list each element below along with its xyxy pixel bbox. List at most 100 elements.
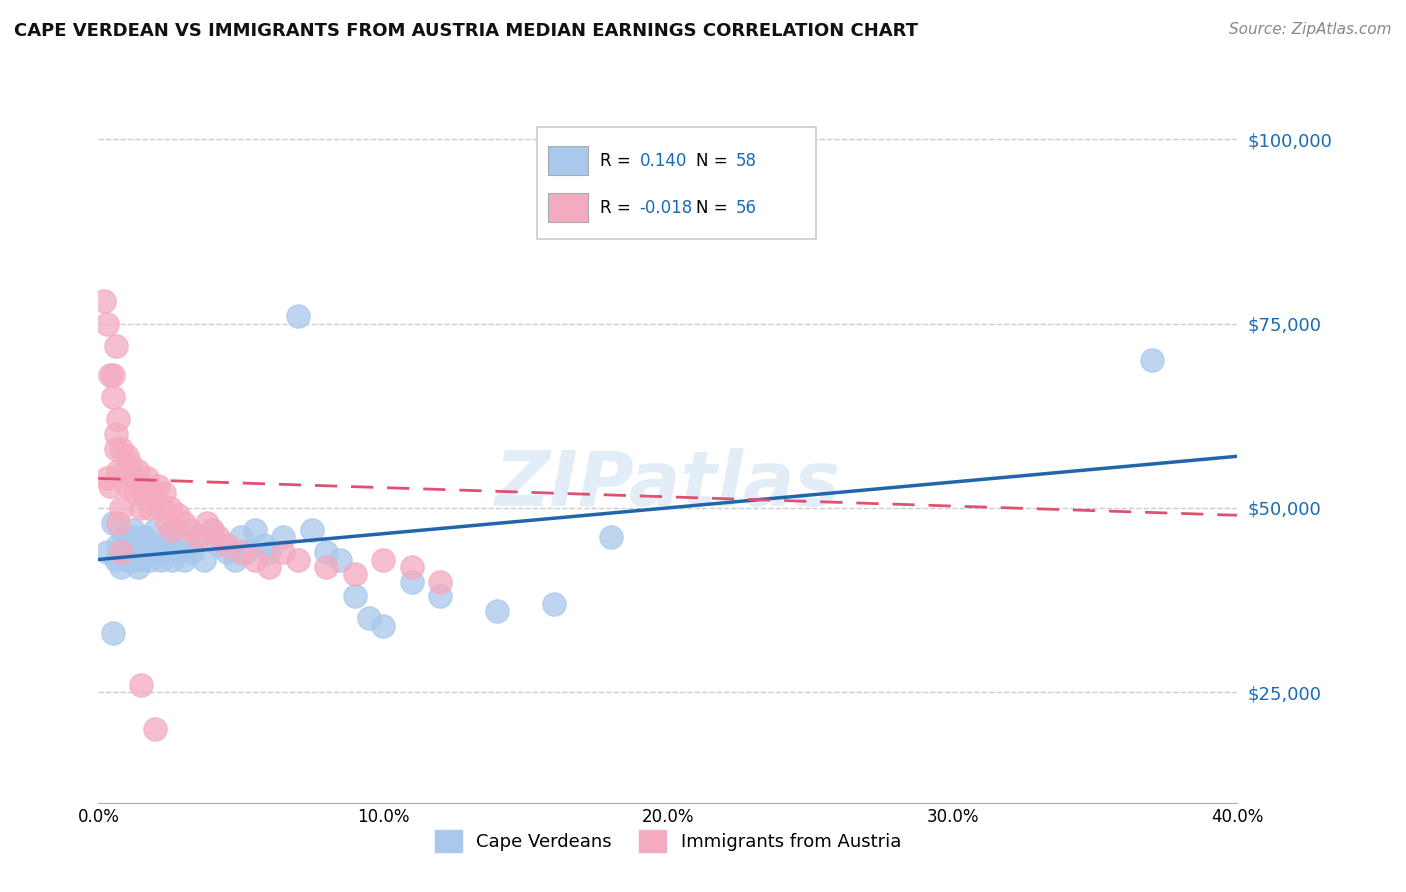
- Point: [229, 545, 252, 559]
- Point: [259, 560, 281, 574]
- Point: [153, 486, 176, 500]
- Point: [132, 530, 155, 544]
- Point: [156, 545, 179, 559]
- Text: -0.018: -0.018: [640, 199, 693, 217]
- Point: [165, 523, 187, 537]
- Text: 0.140: 0.140: [640, 152, 686, 169]
- Point: [301, 523, 323, 537]
- Point: [101, 368, 124, 383]
- Point: [104, 552, 127, 566]
- Point: [195, 516, 218, 530]
- Text: N =: N =: [696, 199, 733, 217]
- Point: [104, 339, 127, 353]
- Point: [173, 516, 195, 530]
- Point: [273, 545, 295, 559]
- Point: [110, 442, 132, 456]
- Point: [201, 523, 224, 537]
- Legend: Cape Verdeans, Immigrants from Austria: Cape Verdeans, Immigrants from Austria: [427, 822, 908, 859]
- Point: [110, 500, 132, 515]
- Point: [93, 294, 115, 309]
- Point: [132, 486, 155, 500]
- Point: [101, 390, 124, 404]
- Point: [373, 619, 395, 633]
- Point: [107, 516, 129, 530]
- Point: [193, 552, 215, 566]
- Point: [162, 552, 184, 566]
- Point: [315, 545, 337, 559]
- Point: [135, 471, 157, 485]
- Point: [215, 538, 238, 552]
- Point: [107, 412, 129, 426]
- Point: [118, 545, 141, 559]
- Point: [115, 479, 138, 493]
- Point: [600, 530, 623, 544]
- Point: [401, 574, 423, 589]
- Point: [127, 464, 149, 478]
- Point: [145, 523, 167, 537]
- Point: [124, 530, 146, 544]
- Point: [207, 538, 229, 552]
- Point: [148, 479, 170, 493]
- Point: [145, 493, 167, 508]
- Point: [121, 471, 143, 485]
- Point: [1140, 353, 1163, 368]
- Point: [373, 552, 395, 566]
- Point: [112, 530, 135, 544]
- Point: [315, 560, 337, 574]
- Point: [138, 552, 160, 566]
- Point: [135, 545, 157, 559]
- Point: [141, 538, 163, 552]
- Point: [124, 486, 146, 500]
- Point: [162, 523, 184, 537]
- Point: [179, 538, 201, 552]
- Point: [401, 560, 423, 574]
- Point: [243, 552, 266, 566]
- Point: [243, 523, 266, 537]
- Text: R =: R =: [599, 199, 636, 217]
- Point: [101, 626, 124, 640]
- Point: [96, 317, 118, 331]
- Point: [115, 538, 138, 552]
- Point: [156, 516, 179, 530]
- Point: [96, 545, 118, 559]
- Text: CAPE VERDEAN VS IMMIGRANTS FROM AUSTRIA MEDIAN EARNINGS CORRELATION CHART: CAPE VERDEAN VS IMMIGRANTS FROM AUSTRIA …: [14, 22, 918, 40]
- Point: [138, 500, 160, 515]
- Point: [145, 722, 167, 736]
- Point: [343, 590, 366, 604]
- Point: [110, 560, 132, 574]
- Point: [107, 464, 129, 478]
- Point: [229, 530, 252, 544]
- Point: [429, 574, 451, 589]
- Point: [112, 464, 135, 478]
- Point: [129, 552, 152, 566]
- Point: [104, 427, 127, 442]
- Point: [153, 538, 176, 552]
- Point: [259, 545, 281, 559]
- Point: [343, 567, 366, 582]
- Point: [110, 545, 132, 559]
- Point: [107, 538, 129, 552]
- Point: [98, 479, 121, 493]
- Point: [104, 442, 127, 456]
- Point: [187, 530, 209, 544]
- Point: [150, 552, 173, 566]
- Point: [96, 471, 118, 485]
- Point: [287, 552, 309, 566]
- Point: [121, 523, 143, 537]
- FancyBboxPatch shape: [537, 128, 815, 239]
- Point: [215, 545, 238, 559]
- Point: [127, 560, 149, 574]
- Point: [486, 604, 509, 618]
- Point: [201, 523, 224, 537]
- Point: [129, 678, 152, 692]
- Text: Source: ZipAtlas.com: Source: ZipAtlas.com: [1229, 22, 1392, 37]
- Point: [287, 309, 309, 323]
- Point: [179, 523, 201, 537]
- Point: [118, 457, 141, 471]
- Text: N =: N =: [696, 152, 733, 169]
- Point: [187, 530, 209, 544]
- Point: [429, 590, 451, 604]
- FancyBboxPatch shape: [548, 146, 588, 176]
- Point: [329, 552, 352, 566]
- Point: [543, 597, 565, 611]
